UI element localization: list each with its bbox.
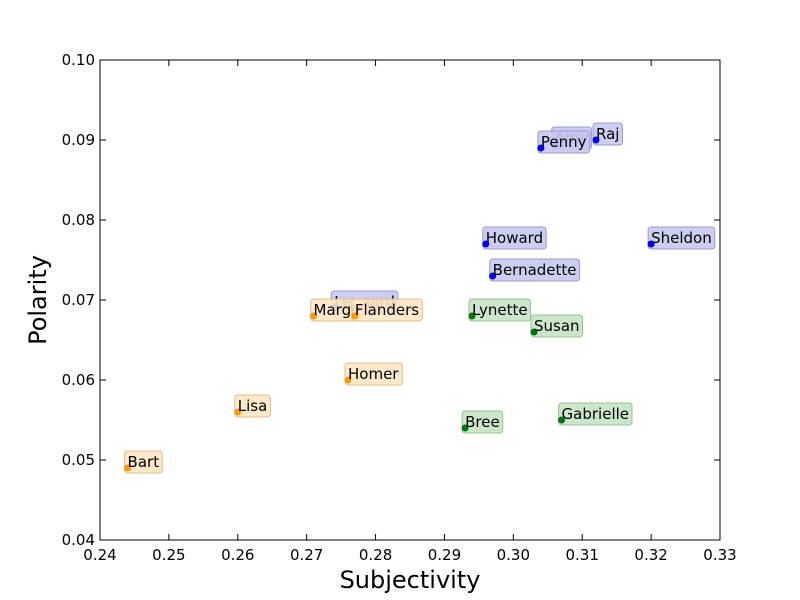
point-label-box [124, 450, 163, 474]
point-label: Lisa [238, 397, 268, 415]
point-label: Homer [348, 365, 399, 383]
point-label-box [647, 226, 716, 250]
data-point [530, 328, 538, 336]
data-point [344, 376, 352, 384]
point-group: Flanders [351, 298, 423, 322]
point-group: Bart [124, 450, 163, 474]
point-group: Lynette [468, 298, 532, 322]
y-axis-ticks: 0.04 0.05 0.06 0.07 0.08 0.09 0.10 [62, 51, 720, 549]
point-group: Bree [461, 410, 504, 434]
data-point [124, 464, 132, 472]
y-tick-label: 0.08 [62, 211, 95, 229]
point-label: Raj [596, 125, 619, 143]
data-point [468, 312, 476, 320]
point-label-box [489, 258, 581, 282]
y-axis-label: Polarity [24, 255, 52, 345]
point-label: Bernadette [493, 261, 577, 279]
point-label: Susan [534, 317, 580, 335]
x-tick-label: 0.31 [566, 546, 599, 564]
x-tick-label: 0.27 [290, 546, 323, 564]
plot-area-frame [99, 59, 721, 541]
point-group: Susan [530, 314, 584, 338]
data-point [592, 136, 600, 144]
x-tick-label: 0.24 [83, 546, 116, 564]
data-point [537, 144, 545, 152]
x-tick-label: 0.26 [221, 546, 254, 564]
point-label: Flanders [355, 301, 419, 319]
point-label-box [537, 130, 591, 154]
point-group: Raj [592, 122, 623, 146]
data-point [647, 240, 655, 248]
point-label: Bart [128, 453, 160, 471]
data-points: AmyRajPennyHowardSheldonBernadetteLeonar… [124, 122, 716, 474]
y-tick-label: 0.04 [62, 531, 95, 549]
data-point [489, 272, 497, 280]
y-tick-label: 0.07 [62, 291, 95, 309]
x-axis-label: Subjectivity [340, 566, 481, 594]
point-label-box [558, 402, 633, 426]
point-label-box [461, 410, 504, 434]
point-label-box [482, 226, 547, 250]
point-label: Gabrielle [562, 405, 629, 423]
x-axis-ticks: 0.24 0.25 0.26 0.27 0.28 0.29 0.30 0.31 0.32 0.33 [83, 60, 737, 564]
point-label-box [530, 314, 584, 338]
point-label: Marge [314, 301, 361, 319]
point-group: Penny [537, 130, 591, 154]
y-tick-label: 0.09 [62, 131, 95, 149]
point-label: Penny [541, 133, 587, 151]
x-tick-label: 0.33 [703, 546, 736, 564]
y-tick-label: 0.10 [62, 51, 95, 69]
point-label: Lynette [472, 301, 528, 319]
point-group: Homer [344, 362, 403, 386]
point-label-box [592, 122, 623, 146]
point-label: Howard [486, 229, 543, 247]
point-group: Bernadette [489, 258, 581, 282]
point-label-box [234, 394, 271, 418]
point-label-box [351, 298, 423, 322]
point-group: Howard [482, 226, 547, 250]
point-label-box [468, 298, 532, 322]
data-point [351, 312, 359, 320]
data-point [461, 424, 469, 432]
x-tick-label: 0.28 [359, 546, 392, 564]
x-tick-label: 0.30 [497, 546, 530, 564]
x-tick-label: 0.29 [428, 546, 461, 564]
point-label: Bree [465, 413, 500, 431]
data-point [482, 240, 490, 248]
y-tick-label: 0.05 [62, 451, 95, 469]
point-label: Sheldon [651, 229, 712, 247]
data-point [558, 416, 566, 424]
point-group: Sheldon [647, 226, 716, 250]
point-group: Lisa [234, 394, 271, 418]
point-label-box [344, 362, 403, 386]
x-tick-label: 0.32 [634, 546, 667, 564]
data-point [234, 408, 242, 416]
data-point [310, 312, 318, 320]
point-group: Gabrielle [558, 402, 633, 426]
y-tick-label: 0.06 [62, 371, 95, 389]
x-tick-label: 0.25 [152, 546, 185, 564]
